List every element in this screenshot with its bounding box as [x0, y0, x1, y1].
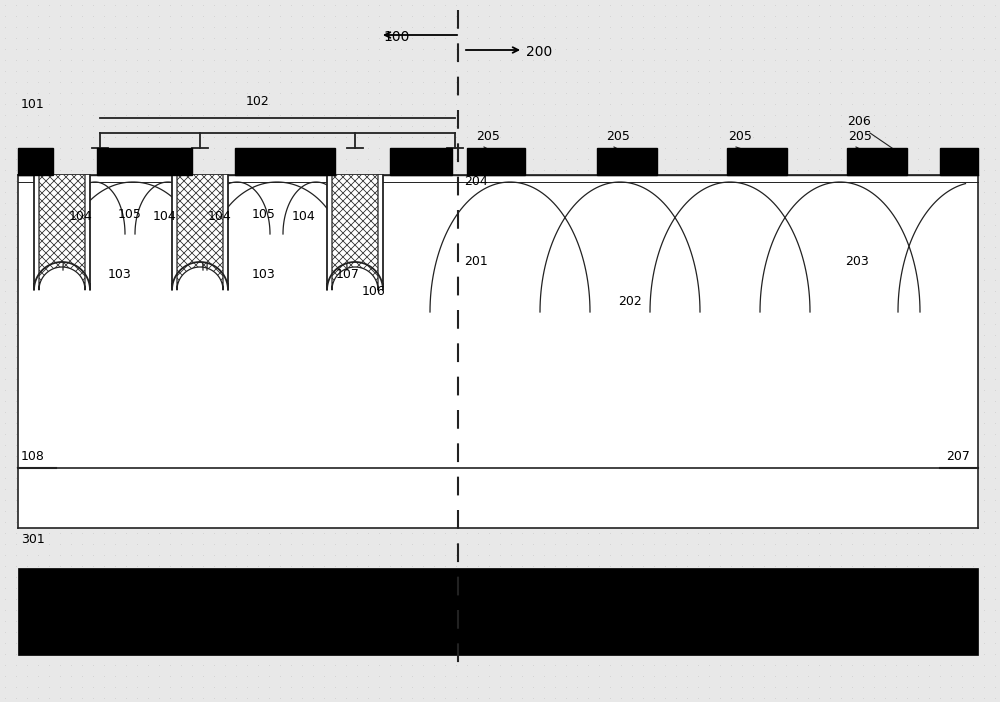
Text: 204: 204: [464, 175, 488, 188]
Text: 104: 104: [69, 210, 93, 223]
Polygon shape: [172, 175, 228, 290]
Bar: [97, 148, 192, 175]
Text: 101: 101: [21, 98, 45, 111]
Text: 201: 201: [464, 255, 488, 268]
Text: 103: 103: [252, 268, 276, 281]
Text: 105: 105: [118, 208, 142, 221]
Text: 203: 203: [845, 255, 869, 268]
Text: 207: 207: [946, 450, 970, 463]
Text: 205: 205: [728, 130, 752, 143]
Bar: [18, 568, 978, 655]
Text: 104: 104: [153, 210, 177, 223]
Text: 202: 202: [618, 295, 642, 308]
Text: 108: 108: [21, 450, 45, 463]
Text: 103: 103: [108, 268, 132, 281]
Bar: [727, 148, 787, 175]
Text: 104: 104: [208, 210, 232, 223]
Text: 100: 100: [383, 30, 409, 44]
Text: 301: 301: [21, 533, 45, 546]
Text: 200: 200: [526, 45, 552, 59]
Text: 104: 104: [292, 210, 316, 223]
Bar: [18, 175, 978, 528]
Text: 106: 106: [362, 285, 386, 298]
Bar: [597, 148, 657, 175]
Polygon shape: [34, 175, 90, 290]
Text: 300: 300: [946, 635, 970, 648]
Text: 205: 205: [606, 130, 630, 143]
Bar: [18, 148, 53, 175]
Text: 205: 205: [848, 130, 872, 143]
Bar: [940, 148, 978, 175]
Text: 102: 102: [246, 95, 270, 108]
Bar: [390, 148, 452, 175]
Text: 205: 205: [476, 130, 500, 143]
Polygon shape: [327, 175, 383, 290]
Bar: [847, 148, 907, 175]
Text: 107: 107: [336, 268, 360, 281]
Text: 206: 206: [847, 115, 871, 128]
Bar: [467, 148, 525, 175]
Text: 105: 105: [252, 208, 276, 221]
Bar: [235, 148, 335, 175]
